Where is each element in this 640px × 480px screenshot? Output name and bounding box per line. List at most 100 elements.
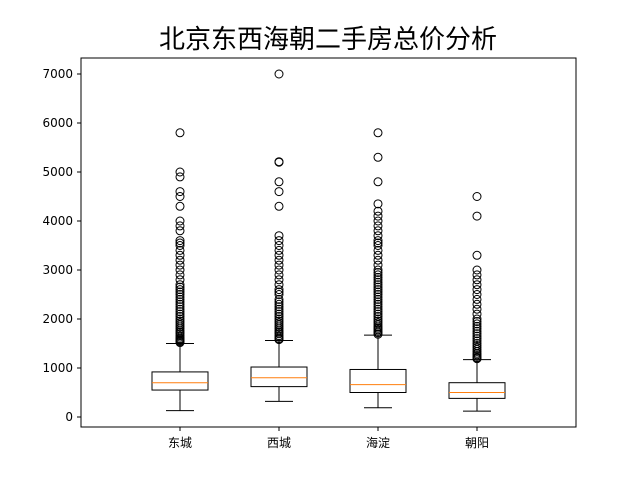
y-tick-label: 0 (65, 410, 73, 424)
outlier-point (274, 157, 284, 167)
outlier-point (373, 206, 383, 216)
outlier-point (472, 211, 482, 221)
outlier-point (274, 275, 284, 285)
outlier-point (373, 267, 383, 277)
x-axis: 东城 西城 海淀 朝阳 (168, 427, 489, 450)
iqr-box (349, 368, 407, 394)
outlier-point (373, 270, 383, 280)
outlier-point (274, 260, 284, 270)
outlier-point (175, 297, 185, 307)
outlier-point (175, 201, 185, 211)
outlier-point (175, 285, 185, 295)
outlier-point (373, 275, 383, 285)
outlier-point (175, 236, 185, 246)
outlier-point (373, 226, 383, 236)
outlier-point (274, 280, 284, 290)
outlier-point (274, 285, 284, 295)
box-group (151, 128, 209, 412)
outlier-point (472, 319, 482, 329)
outlier-point (274, 241, 284, 250)
outlier-point (373, 211, 383, 221)
outlier-point (472, 314, 482, 324)
y-tick-label: 6000 (42, 116, 73, 130)
outlier-point (175, 260, 185, 270)
outlier-point (175, 294, 185, 304)
outlier-point (472, 321, 482, 331)
outlier-point (472, 265, 482, 275)
outlier-point (373, 294, 383, 304)
outlier-point (175, 314, 185, 324)
outlier-point (373, 152, 383, 162)
outlier-point (175, 241, 185, 250)
outlier-point (373, 199, 383, 209)
outlier-point (175, 307, 185, 317)
outlier-point (175, 226, 185, 236)
outlier-point (274, 304, 284, 314)
outlier-point (274, 307, 284, 317)
y-tick-label: 5000 (42, 165, 73, 179)
outlier-point (175, 238, 185, 248)
x-tick-label: 朝阳 (465, 436, 489, 450)
outlier-point (373, 245, 383, 255)
outlier-point (373, 238, 383, 248)
outlier-point (175, 270, 185, 280)
outlier-point (274, 302, 284, 312)
outlier-point (373, 241, 383, 250)
outlier-point (274, 309, 284, 319)
outlier-point (472, 324, 482, 334)
outlier-point (373, 277, 383, 287)
outlier-point (373, 236, 383, 246)
outlier-point (373, 292, 383, 302)
outlier-point (274, 177, 284, 187)
outlier-point (373, 297, 383, 307)
box-group (448, 192, 506, 412)
outlier-point (472, 334, 482, 344)
outlier-point (373, 255, 383, 265)
box-group (250, 69, 308, 402)
outlier-point (373, 314, 383, 324)
y-axis: 0 1000 2000 3000 4000 5000 6000 7000 (42, 67, 81, 424)
outlier-point (373, 280, 383, 290)
outlier-point (175, 287, 185, 297)
iqr-box (448, 382, 506, 399)
outlier-point (175, 304, 185, 314)
outlier-point (274, 250, 284, 260)
x-tick-label: 东城 (168, 436, 192, 450)
outlier-point (472, 331, 482, 341)
outlier-point (472, 309, 482, 319)
y-tick-label: 7000 (42, 67, 73, 81)
outlier-point (472, 270, 482, 280)
outlier-point (373, 299, 383, 309)
outlier-point (175, 255, 185, 265)
outlier-point (472, 290, 482, 299)
outlier-point (274, 231, 284, 241)
outlier-point (373, 272, 383, 282)
outlier-point (175, 312, 185, 322)
y-tick-label: 3000 (42, 263, 73, 277)
outlier-point (175, 245, 185, 255)
outlier-point (373, 302, 383, 312)
outlier-point (274, 294, 284, 304)
outlier-point (175, 192, 185, 201)
outlier-point (472, 250, 482, 260)
outlier-point (373, 216, 383, 226)
outlier-point (472, 285, 482, 295)
outlier-point (472, 299, 482, 309)
outlier-point (274, 287, 284, 297)
outlier-point (373, 304, 383, 314)
outlier-point (373, 231, 383, 241)
outlier-point (373, 221, 383, 231)
outlier-point (274, 236, 284, 246)
outlier-point (274, 312, 284, 322)
outlier-point (472, 336, 482, 346)
outlier-point (472, 192, 482, 201)
box-group (349, 128, 407, 409)
outlier-point (274, 265, 284, 275)
outlier-point (274, 314, 284, 324)
plot-area-frame (80, 57, 577, 428)
outlier-point (373, 265, 383, 275)
outlier-point (175, 275, 185, 285)
outlier-point (373, 177, 383, 187)
outlier-point (175, 309, 185, 319)
